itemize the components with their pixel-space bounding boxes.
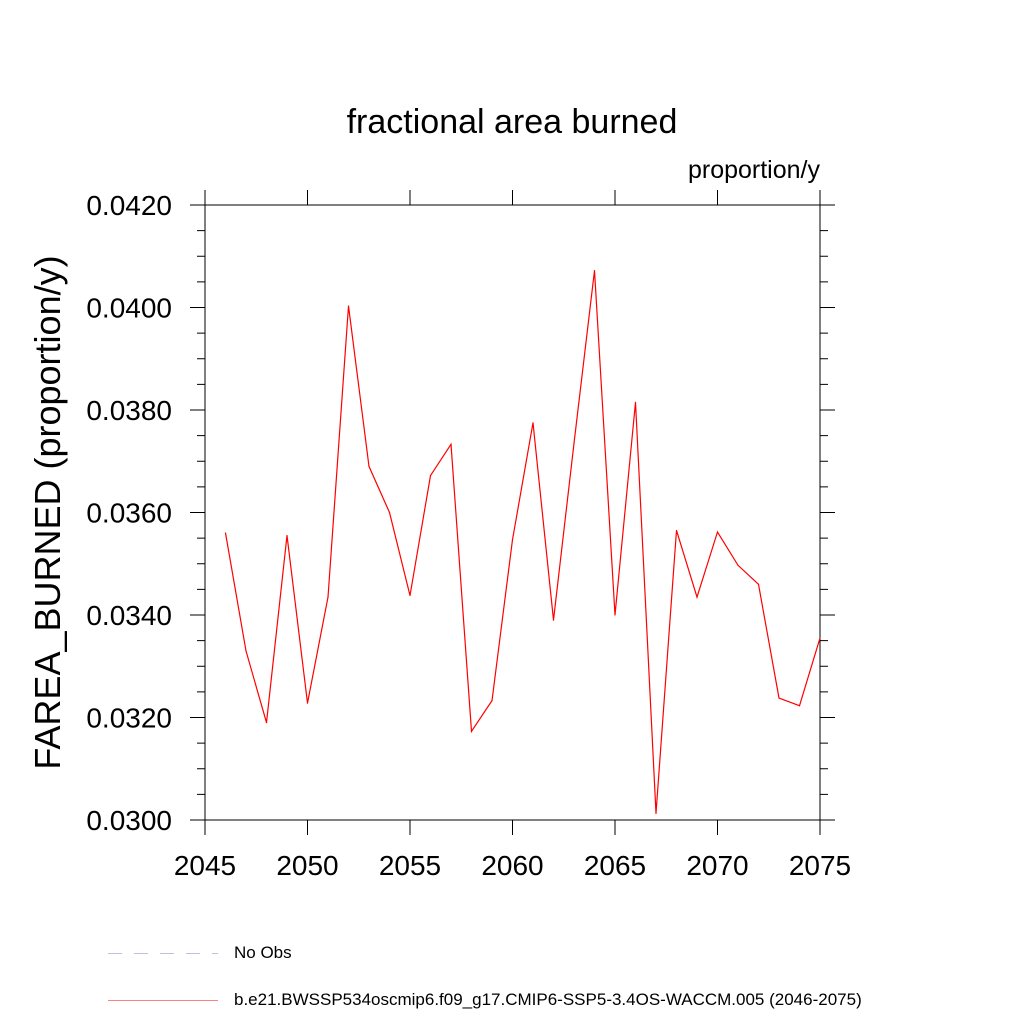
data-point <box>696 596 698 598</box>
legend-label: No Obs <box>234 943 292 962</box>
x-tick-label: 2045 <box>174 850 236 881</box>
y-tick-label: 0.0340 <box>86 600 172 631</box>
data-point <box>327 596 329 598</box>
chart-title: fractional area burned <box>346 103 678 141</box>
data-point <box>634 401 637 403</box>
data-point <box>470 730 473 732</box>
data-point <box>716 531 719 533</box>
data-point <box>552 619 555 621</box>
y-tick-label: 0.0360 <box>86 498 172 529</box>
y-tick-label: 0.0320 <box>86 703 172 734</box>
data-point <box>347 305 350 307</box>
data-point <box>757 583 760 585</box>
data-point <box>614 614 616 616</box>
x-tick-label: 2070 <box>686 850 748 881</box>
data-point <box>265 722 268 724</box>
y-tick-label: 0.0300 <box>86 805 172 836</box>
x-tick-label: 2075 <box>789 850 851 881</box>
data-point <box>245 650 247 652</box>
data-point <box>388 511 391 514</box>
plot-frame <box>204 204 821 821</box>
data-point <box>429 475 432 477</box>
plot-axes: 2045 2050 2055 2060 2065 2070 2075 0.0300 0.0320… <box>27 190 851 881</box>
data-point <box>778 697 780 699</box>
data-point <box>798 705 801 707</box>
units-label: proportion/y <box>687 156 820 184</box>
x-tick-label: 2065 <box>584 850 646 881</box>
data-point <box>224 532 227 534</box>
data-point <box>655 812 657 814</box>
data-point <box>532 422 534 424</box>
data-point <box>409 594 411 597</box>
legend-item-no-obs: No Obs <box>108 941 292 965</box>
data-point <box>368 465 370 467</box>
y-axis-title: FAREA_BURNED (proportion/y) <box>27 255 68 769</box>
data-point <box>306 702 309 704</box>
x-tick-label: 2055 <box>379 850 441 881</box>
data-point <box>819 637 821 639</box>
data-point <box>511 539 514 541</box>
legend-swatch-dashed <box>108 953 218 954</box>
data-point <box>737 564 739 566</box>
legend-swatch-solid <box>108 1000 218 1001</box>
data-point <box>573 442 575 444</box>
data-point <box>450 443 452 445</box>
data-point <box>491 699 493 702</box>
y-tick-label: 0.0420 <box>86 190 172 221</box>
y-tick-label: 0.0380 <box>86 395 172 426</box>
data-point <box>286 534 288 537</box>
plot-series <box>224 270 821 814</box>
legend-label: b.e21.BWSSP534oscmip6.f09_g17.CMIP6-SSP5… <box>234 990 862 1009</box>
x-tick-label: 2050 <box>276 850 338 881</box>
data-point <box>593 270 596 272</box>
x-tick-label: 2060 <box>481 850 543 881</box>
series-line-farea-burned <box>224 270 821 814</box>
y-tick-label: 0.0400 <box>86 293 172 324</box>
data-point <box>675 529 678 532</box>
legend-item-model-run: b.e21.BWSSP534oscmip6.f09_g17.CMIP6-SSP5… <box>108 988 862 1012</box>
